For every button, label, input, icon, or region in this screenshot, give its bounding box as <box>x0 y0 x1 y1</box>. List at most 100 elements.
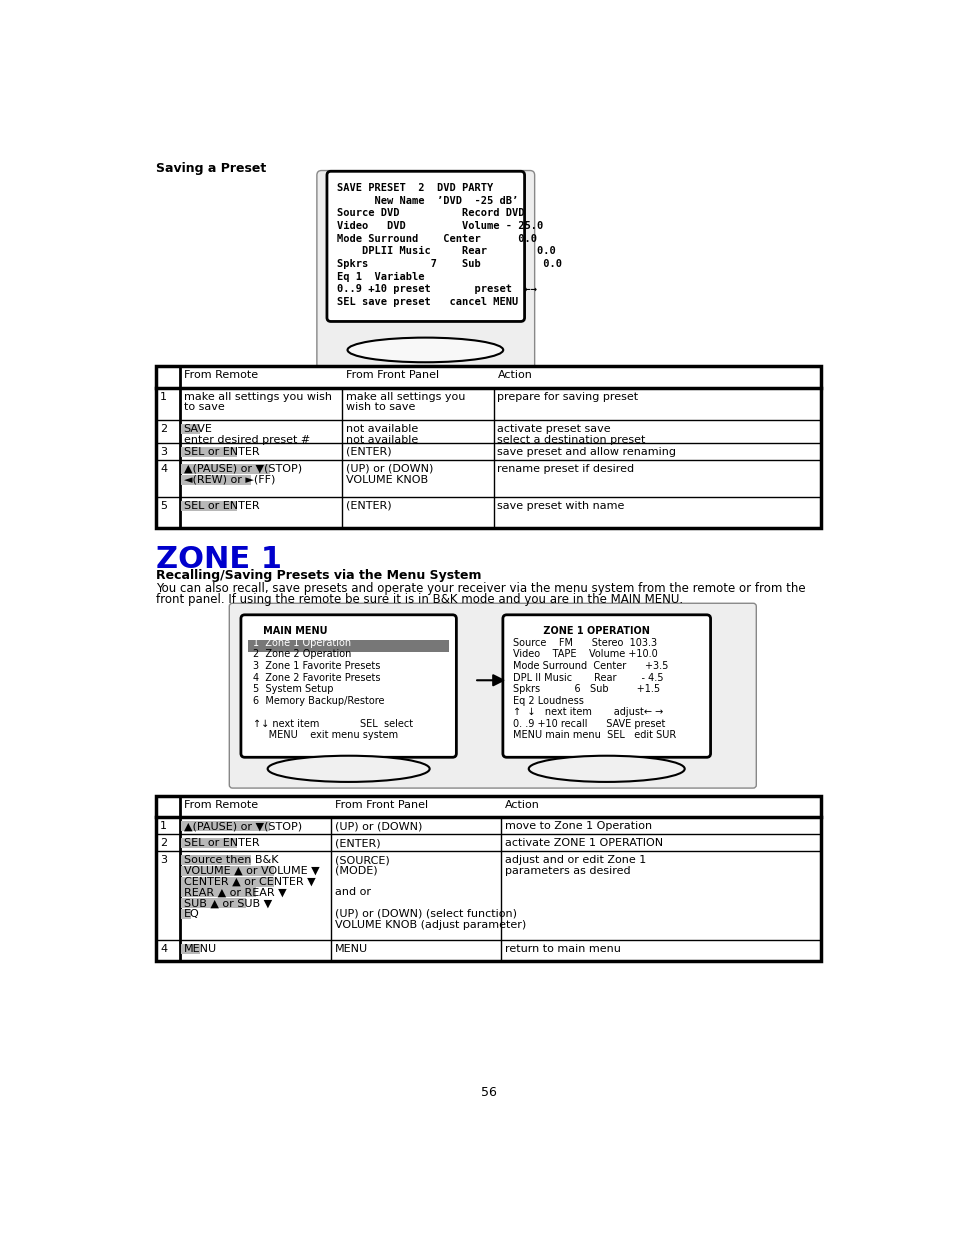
Bar <box>156 366 821 527</box>
Text: 2  Zone 2 Operation: 2 Zone 2 Operation <box>253 650 351 659</box>
Text: prepare for saving preset: prepare for saving preset <box>497 391 638 401</box>
Text: ▲(PAUSE) or ▼(STOP): ▲(PAUSE) or ▼(STOP) <box>183 464 301 474</box>
Bar <box>181 821 270 831</box>
Text: Source DVD          Record DVD: Source DVD Record DVD <box>336 209 524 219</box>
Bar <box>181 877 274 887</box>
Text: Saving a Preset: Saving a Preset <box>156 162 267 175</box>
Ellipse shape <box>268 756 429 782</box>
FancyBboxPatch shape <box>316 170 534 372</box>
Text: You can also recall, save presets and operate your receiver via the menu system : You can also recall, save presets and op… <box>156 582 805 595</box>
Text: Source    FM      Stereo  103.3: Source FM Stereo 103.3 <box>513 638 657 648</box>
Text: Mode Surround    Center      0.0: Mode Surround Center 0.0 <box>336 233 537 243</box>
Bar <box>156 795 821 961</box>
Bar <box>181 464 270 474</box>
Text: 1: 1 <box>160 391 167 401</box>
Text: SAVE: SAVE <box>183 424 213 433</box>
Text: From Front Panel: From Front Panel <box>346 370 439 380</box>
Text: MAIN MENU: MAIN MENU <box>253 626 327 636</box>
Text: wish to save: wish to save <box>346 403 416 412</box>
Text: Source then B&K: Source then B&K <box>183 855 277 864</box>
Text: parameters as desired: parameters as desired <box>505 866 630 876</box>
Text: VOLUME KNOB: VOLUME KNOB <box>346 474 428 484</box>
Text: make all settings you: make all settings you <box>346 391 465 401</box>
Text: (UP) or (DOWN): (UP) or (DOWN) <box>335 821 421 831</box>
Text: (UP) or (DOWN) (select function): (UP) or (DOWN) (select function) <box>335 909 517 919</box>
Text: rename preset if desired: rename preset if desired <box>497 464 634 474</box>
Text: adjust and or edit Zone 1: adjust and or edit Zone 1 <box>505 855 646 864</box>
Text: VOLUME ▲ or VOLUME ▼: VOLUME ▲ or VOLUME ▼ <box>183 866 319 876</box>
Text: 5  System Setup: 5 System Setup <box>253 684 333 694</box>
Text: 0..9 +10 preset       preset  ←→: 0..9 +10 preset preset ←→ <box>336 284 537 294</box>
Text: DPL II Music       Rear        - 4.5: DPL II Music Rear - 4.5 <box>513 673 662 683</box>
Text: and or: and or <box>335 888 371 898</box>
Text: 2: 2 <box>160 839 168 848</box>
Text: 1: 1 <box>160 821 167 831</box>
Text: Action: Action <box>497 370 532 380</box>
Text: (UP) or (DOWN): (UP) or (DOWN) <box>346 464 434 474</box>
Text: SEL or ENTER: SEL or ENTER <box>183 447 259 457</box>
FancyBboxPatch shape <box>229 603 756 788</box>
Text: save preset with name: save preset with name <box>497 501 624 511</box>
Text: 4: 4 <box>160 464 168 474</box>
Text: 0. .9 +10 recall      SAVE preset: 0. .9 +10 recall SAVE preset <box>513 719 664 729</box>
Text: From Remote: From Remote <box>183 370 257 380</box>
Ellipse shape <box>347 337 502 362</box>
Bar <box>181 447 236 457</box>
Bar <box>181 888 255 898</box>
Text: return to main menu: return to main menu <box>505 944 620 953</box>
Text: ↑  ↓   next item       adjust← →: ↑ ↓ next item adjust← → <box>513 708 662 718</box>
Text: SEL save preset   cancel MENU: SEL save preset cancel MENU <box>336 298 517 308</box>
Text: (ENTER): (ENTER) <box>346 447 392 457</box>
Text: CENTER ▲ or CENTER ▼: CENTER ▲ or CENTER ▼ <box>183 877 314 887</box>
FancyBboxPatch shape <box>327 172 524 321</box>
Text: (ENTER): (ENTER) <box>346 501 392 511</box>
Bar <box>181 898 246 908</box>
Text: MENU main menu  SEL   edit SUR: MENU main menu SEL edit SUR <box>513 730 676 740</box>
Text: MENU: MENU <box>335 944 368 953</box>
Text: 2: 2 <box>160 424 168 433</box>
Text: Eq 2 Loudness: Eq 2 Loudness <box>513 695 583 705</box>
Text: 1  Zone 1 Operation: 1 Zone 1 Operation <box>253 638 351 648</box>
Text: 56: 56 <box>480 1086 497 1099</box>
Bar <box>248 640 449 652</box>
Text: EQ: EQ <box>183 909 199 919</box>
Text: ▲(PAUSE) or ▼(STOP): ▲(PAUSE) or ▼(STOP) <box>183 821 301 831</box>
Text: front panel. If using the remote be sure it is in B&K mode and you are in the MA: front panel. If using the remote be sure… <box>156 593 683 606</box>
Text: Spkrs          7    Sub          0.0: Spkrs 7 Sub 0.0 <box>336 259 561 269</box>
Text: ↑↓ next item             SEL  select: ↑↓ next item SEL select <box>253 719 413 729</box>
Text: (MODE): (MODE) <box>335 866 377 876</box>
FancyBboxPatch shape <box>502 615 710 757</box>
Text: From Front Panel: From Front Panel <box>335 799 427 810</box>
Text: Mode Surround  Center      +3.5: Mode Surround Center +3.5 <box>513 661 668 671</box>
Text: 3  Zone 1 Favorite Presets: 3 Zone 1 Favorite Presets <box>253 661 379 671</box>
Text: SAVE PRESET  2  DVD PARTY: SAVE PRESET 2 DVD PARTY <box>336 183 493 193</box>
Text: (SOURCE): (SOURCE) <box>335 855 389 864</box>
Text: 4: 4 <box>160 944 168 953</box>
Text: SUB ▲ or SUB ▼: SUB ▲ or SUB ▼ <box>183 898 272 908</box>
Text: REAR ▲ or REAR ▼: REAR ▲ or REAR ▼ <box>183 888 286 898</box>
Text: New Name  ’DVD  -25 dB’: New Name ’DVD -25 dB’ <box>336 195 517 205</box>
Text: make all settings you wish: make all settings you wish <box>183 391 332 401</box>
Text: MENU    exit menu system: MENU exit menu system <box>253 730 397 740</box>
Text: not available: not available <box>346 435 418 445</box>
Text: 5: 5 <box>160 501 167 511</box>
Text: move to Zone 1 Operation: move to Zone 1 Operation <box>505 821 652 831</box>
Text: MENU: MENU <box>183 944 216 953</box>
Bar <box>181 855 251 864</box>
Bar <box>181 944 199 953</box>
Bar <box>181 474 251 484</box>
Text: Action: Action <box>505 799 539 810</box>
Bar <box>181 501 236 511</box>
Text: SEL or ENTER: SEL or ENTER <box>183 501 259 511</box>
Text: ZONE 1: ZONE 1 <box>156 545 282 574</box>
Text: VOLUME KNOB (adjust parameter): VOLUME KNOB (adjust parameter) <box>335 920 525 930</box>
Text: 6  Memory Backup/Restore: 6 Memory Backup/Restore <box>253 695 384 705</box>
Text: not available: not available <box>346 424 418 433</box>
Text: 4  Zone 2 Favorite Presets: 4 Zone 2 Favorite Presets <box>253 673 379 683</box>
Text: DPLII Music     Rear        0.0: DPLII Music Rear 0.0 <box>336 246 556 257</box>
Bar <box>181 909 191 919</box>
Text: enter desired preset #: enter desired preset # <box>183 435 310 445</box>
Bar <box>181 866 274 876</box>
Text: Video    TAPE    Volume +10.0: Video TAPE Volume +10.0 <box>513 650 657 659</box>
Text: activate preset save: activate preset save <box>497 424 611 433</box>
